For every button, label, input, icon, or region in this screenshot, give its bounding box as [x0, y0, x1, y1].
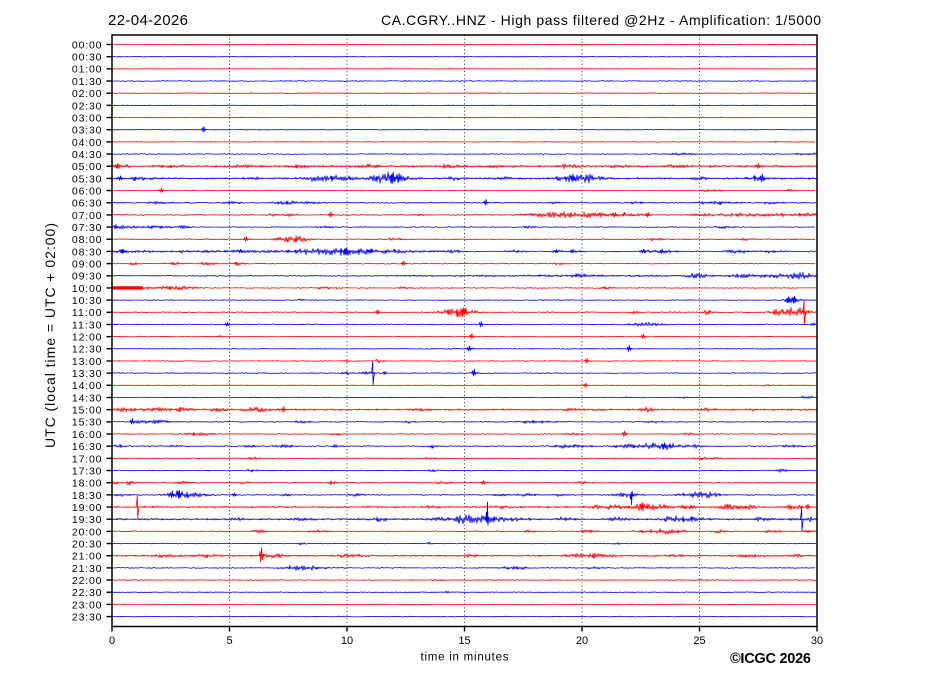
- svg-text:01:30: 01:30: [72, 76, 102, 88]
- svg-text:16:30: 16:30: [72, 441, 102, 453]
- svg-text:06:30: 06:30: [72, 198, 102, 210]
- svg-text:05:30: 05:30: [72, 173, 102, 185]
- svg-text:23:30: 23:30: [72, 611, 102, 623]
- svg-text:18:30: 18:30: [72, 490, 102, 502]
- svg-text:UTC (local time = UTC + 02:00): UTC (local time = UTC + 02:00): [42, 223, 58, 448]
- svg-text:21:00: 21:00: [72, 551, 102, 563]
- svg-text:02:00: 02:00: [72, 88, 102, 100]
- svg-text:CA.CGRY..HNZ - High pass filte: CA.CGRY..HNZ - High pass filtered @2Hz -…: [381, 12, 821, 28]
- svg-text:23:00: 23:00: [72, 599, 102, 611]
- svg-text:17:30: 17:30: [72, 465, 102, 477]
- svg-text:10:30: 10:30: [72, 295, 102, 307]
- svg-text:time in minutes: time in minutes: [421, 652, 509, 664]
- svg-text:15:30: 15:30: [72, 417, 102, 429]
- svg-text:13:00: 13:00: [72, 356, 102, 368]
- svg-text:16:00: 16:00: [72, 429, 102, 441]
- svg-text:08:30: 08:30: [72, 246, 102, 258]
- svg-text:07:00: 07:00: [72, 210, 102, 222]
- svg-text:00:30: 00:30: [72, 52, 102, 64]
- svg-text:09:30: 09:30: [72, 271, 102, 283]
- svg-text:07:30: 07:30: [72, 222, 102, 234]
- svg-text:20:30: 20:30: [72, 538, 102, 550]
- svg-text:22:30: 22:30: [72, 587, 102, 599]
- svg-text:13:30: 13:30: [72, 368, 102, 380]
- svg-text:25: 25: [693, 635, 705, 647]
- svg-text:01:00: 01:00: [72, 64, 102, 76]
- svg-text:08:00: 08:00: [72, 234, 102, 246]
- svg-text:0: 0: [109, 635, 115, 647]
- svg-text:03:00: 03:00: [72, 112, 102, 124]
- svg-text:12:30: 12:30: [72, 344, 102, 356]
- svg-text:00:00: 00:00: [72, 39, 102, 51]
- svg-text:11:30: 11:30: [72, 319, 102, 331]
- svg-text:15:00: 15:00: [72, 405, 102, 417]
- svg-text:06:00: 06:00: [72, 185, 102, 197]
- svg-text:11:00: 11:00: [72, 307, 102, 319]
- svg-text:©ICGC 2026: ©ICGC 2026: [730, 651, 811, 667]
- svg-text:02:30: 02:30: [72, 100, 102, 112]
- svg-text:19:00: 19:00: [72, 502, 102, 514]
- svg-text:20:00: 20:00: [72, 526, 102, 538]
- svg-text:14:00: 14:00: [72, 380, 102, 392]
- svg-text:30: 30: [811, 635, 823, 647]
- svg-text:09:00: 09:00: [72, 258, 102, 270]
- svg-text:04:30: 04:30: [72, 149, 102, 161]
- svg-text:17:00: 17:00: [72, 453, 102, 465]
- svg-text:10: 10: [341, 635, 353, 647]
- svg-text:18:00: 18:00: [72, 478, 102, 490]
- svg-text:21:30: 21:30: [72, 563, 102, 575]
- svg-text:04:00: 04:00: [72, 137, 102, 149]
- svg-text:22:00: 22:00: [72, 575, 102, 587]
- svg-text:14:30: 14:30: [72, 392, 102, 404]
- svg-text:20: 20: [576, 635, 588, 647]
- svg-text:5: 5: [226, 635, 232, 647]
- svg-text:12:00: 12:00: [72, 332, 102, 344]
- svg-text:15: 15: [458, 635, 470, 647]
- svg-text:10:00: 10:00: [72, 283, 102, 295]
- svg-text:03:30: 03:30: [72, 125, 102, 137]
- svg-text:05:00: 05:00: [72, 161, 102, 173]
- svg-text:19:30: 19:30: [72, 514, 102, 526]
- svg-text:22-04-2026: 22-04-2026: [108, 12, 188, 29]
